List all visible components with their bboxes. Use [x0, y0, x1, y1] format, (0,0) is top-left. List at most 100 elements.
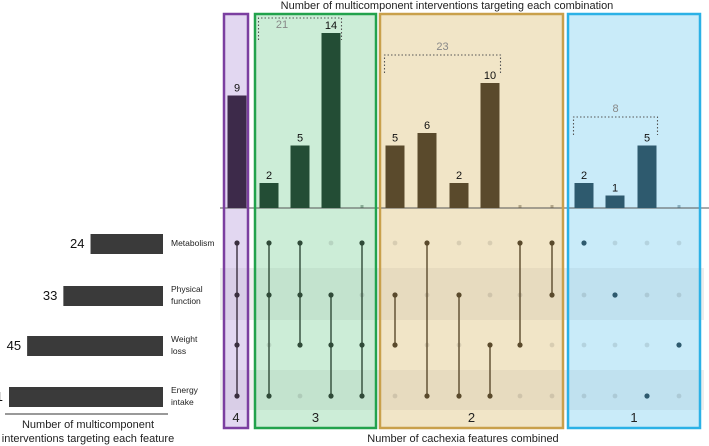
matrix-dot-active [424, 240, 430, 246]
matrix-dot-inactive [297, 393, 303, 399]
matrix-dot-inactive [612, 240, 618, 246]
matrix-dot-active [359, 342, 365, 348]
text-layer: Number of multicomponent interventions t… [0, 0, 650, 445]
matrix-dot-active [234, 342, 240, 348]
matrix-dot-active [456, 292, 462, 298]
group-3-total-bracket [257, 17, 343, 40]
feature-count: 51 [0, 389, 3, 404]
combination-bar [385, 145, 405, 208]
combination-bar-empty [677, 205, 681, 208]
matrix-dot-active [234, 393, 240, 399]
matrix-dot-active [297, 292, 303, 298]
group-1-total: 8 [612, 103, 618, 115]
group-3-label: 3 [312, 410, 319, 425]
matrix-dot-active [456, 393, 462, 399]
matrix-dot-active [424, 393, 430, 399]
matrix-dot-inactive [612, 393, 618, 399]
group-1-label: 1 [630, 410, 637, 425]
feature-label: function [171, 296, 201, 306]
group-2-total: 23 [436, 41, 448, 53]
matrix-row-band [220, 370, 704, 410]
matrix-dot-inactive [644, 342, 650, 348]
matrix-dot-inactive [581, 393, 587, 399]
combination-bar [605, 195, 625, 208]
matrix-dot-inactive [676, 240, 682, 246]
combination-bar-value: 5 [392, 133, 398, 145]
matrix-dot-inactive [517, 393, 523, 399]
combination-bar-value: 14 [325, 20, 337, 32]
combination-bar-value: 2 [456, 170, 462, 182]
matrix-dot-inactive [644, 292, 650, 298]
matrix-dot-active [266, 240, 272, 246]
matrix-dot-inactive [456, 240, 462, 246]
combination-bar-value: 6 [424, 120, 430, 132]
matrix-dot-active [549, 292, 555, 298]
feature-bar [27, 336, 164, 356]
feature-bar [90, 234, 163, 254]
feature-label: Weight [171, 334, 198, 344]
matrix-dot-inactive [487, 292, 493, 298]
group-4-panel [224, 14, 248, 428]
matrix-dot-inactive [549, 342, 555, 348]
matrix-dot-active [234, 292, 240, 298]
matrix-dot-active [487, 342, 493, 348]
matrix-dot-active [392, 342, 398, 348]
matrix-row-band [220, 268, 704, 320]
matrix-dot-inactive [392, 240, 398, 246]
matrix-dot-inactive [328, 240, 334, 246]
matrix-dot-active [297, 342, 303, 348]
combination-bar-value: 1 [612, 183, 618, 195]
combination-bar-value: 2 [581, 170, 587, 182]
group-3-panel [255, 14, 376, 428]
feature-label: Physical [171, 284, 203, 294]
combination-bar [259, 183, 279, 208]
group-2-panel [380, 14, 563, 428]
group-1-frame [566, 12, 702, 430]
matrix-dot-active [359, 240, 365, 246]
group-1-panel [568, 14, 700, 428]
matrix-dot-active [581, 240, 587, 246]
matrix-dot-active [328, 342, 334, 348]
matrix-dot-inactive [644, 240, 650, 246]
matrix-dot-active [359, 393, 365, 399]
top-title: Number of multicomponent interventions t… [281, 0, 614, 12]
combination-bar-empty [518, 205, 522, 208]
marks-layer [5, 12, 709, 430]
matrix-dot-inactive [487, 240, 493, 246]
matrix-dot-inactive [676, 393, 682, 399]
group-3-frame [253, 12, 378, 430]
combination-bar-empty [360, 205, 364, 208]
matrix-dot-active [266, 393, 272, 399]
combination-bar-value: 9 [234, 83, 240, 95]
feature-count: 33 [43, 288, 57, 303]
matrix-dot-inactive [581, 342, 587, 348]
matrix-dot-active [612, 292, 618, 298]
group-2-frame [378, 12, 565, 430]
matrix-dot-inactive [676, 292, 682, 298]
combination-bar [574, 183, 594, 208]
matrix-dot-inactive [392, 393, 398, 399]
combination-bar-value: 5 [297, 133, 303, 145]
group-4-label: 4 [232, 410, 239, 425]
matrix-dot-active [328, 393, 334, 399]
matrix-dot-active [392, 292, 398, 298]
combination-bar [637, 145, 657, 208]
feature-label: Energy [171, 385, 199, 395]
background-layer [220, 14, 704, 428]
matrix-dot-active [297, 240, 303, 246]
combination-bar-value: 10 [484, 70, 496, 82]
left-title-line1: Number of multicomponent [22, 419, 154, 431]
feature-bar [9, 387, 163, 407]
group-3-total: 21 [276, 19, 288, 31]
combination-bar-value: 5 [644, 133, 650, 145]
combination-bar-value: 2 [266, 170, 272, 182]
matrix-dot-inactive [581, 292, 587, 298]
group-1-total-bracket [572, 116, 659, 135]
matrix-dot-active [517, 342, 523, 348]
combination-bar [290, 145, 310, 208]
bottom-title: Number of cachexia features combined [367, 433, 558, 445]
group-2-label: 2 [468, 410, 475, 425]
combination-bar [227, 95, 247, 208]
combination-bar-empty [550, 205, 554, 208]
